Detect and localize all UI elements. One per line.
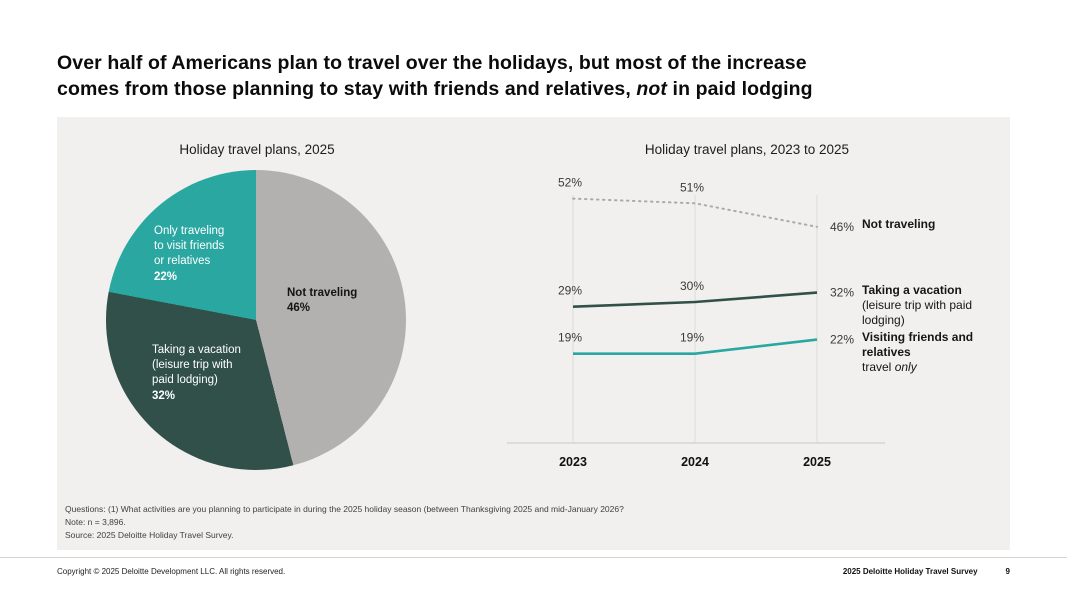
value-label-1-2025: 32% [830, 286, 854, 300]
footnote-questions: Questions: (1) What activities are you p… [65, 504, 624, 514]
line-series-2 [573, 338, 818, 355]
pie-value-not-traveling: 46% [287, 302, 311, 315]
line-series-0 [572, 197, 818, 228]
footer-copyright: Copyright © 2025 Deloitte Development LL… [57, 567, 286, 576]
value-label-0-2023: 52% [558, 177, 582, 190]
page-title-line2-post: in paid lodging [667, 78, 813, 101]
page-title-line2-pre: comes from those planning to stay with f… [57, 78, 637, 101]
value-label-1-2023: 29% [558, 284, 582, 298]
line-chart-title: Holiday travel plans, 2023 to 2025 [644, 142, 850, 157]
pie-label-friends-line2: to visit friends [154, 240, 225, 253]
legend-item-0: Not traveling [862, 217, 1002, 232]
legend-item-2: Visiting friends and relatives travel onl… [862, 330, 1002, 376]
pie-label-not-traveling-line1: Not traveling [287, 287, 358, 299]
value-label-0-2025: 46% [830, 220, 854, 234]
pie-value-vacation: 32% [152, 389, 176, 402]
footer-divider [0, 557, 1067, 558]
x-axis-label-2023: 2023 [559, 455, 587, 469]
footnote-source: Source: 2025 Deloitte Holiday Travel Sur… [65, 529, 234, 540]
pie-label-vacation-line2: (leisure trip with [152, 359, 233, 372]
pie-label-vacation: Taking a vacation (leisure trip with pai… [152, 343, 272, 404]
footer-survey-title: 2025 Deloitte Holiday Travel Survey [842, 567, 978, 576]
legend-label-bold: Not traveling [862, 216, 936, 231]
value-label-0-2024: 51% [680, 180, 704, 194]
pie-chart-title: Holiday travel plans, 2025 [179, 142, 335, 157]
footnote-note: Note: n = 3,896. [65, 516, 126, 527]
footer-right: 2025 Deloitte Holiday Travel Survey 9 [843, 567, 1010, 576]
pie-label-friends-line1: Only traveling [154, 225, 225, 237]
legend-label-rest: travel [862, 360, 895, 375]
x-axis-label-2025: 2025 [803, 455, 831, 469]
pie-chart [106, 170, 406, 470]
page-title-italic-word: not [636, 78, 668, 101]
page-title-line1: Over half of Americans plan to travel ov… [57, 52, 807, 74]
legend-label-rest: (leisure trip with paid lodging) [862, 297, 973, 328]
x-axis-label-2024: 2024 [681, 455, 709, 469]
pie-label-friends: Only traveling to visit friends or relat… [154, 224, 264, 285]
line-chart-svg: 2023 2024 2025 52% 51% 46% 29% 30% 32% 19% 19% 22% [507, 177, 885, 469]
pie-label-vacation-line1: Taking a vacation [152, 344, 241, 356]
legend-label-bold: Visiting friends and relatives [862, 329, 974, 359]
legend-label-bold: Taking a vacation [862, 282, 962, 297]
footnotes: Questions: (1) What activities are you p… [65, 503, 624, 541]
charts-panel: Holiday travel plans, 2025 Holiday trave… [57, 117, 1010, 550]
value-label-2-2025: 22% [830, 333, 854, 347]
value-label-2-2024: 19% [680, 331, 704, 345]
pie-label-vacation-line3: paid lodging) [152, 374, 218, 387]
page-title: Over half of Americans plan to travel ov… [57, 50, 1017, 102]
line-series-1 [572, 291, 818, 308]
footer-page-number: 9 [1005, 567, 1010, 576]
pie-label-friends-line3: or relatives [154, 255, 211, 268]
legend-label-italic: only [894, 360, 917, 375]
value-label-2-2023: 19% [558, 331, 582, 345]
pie-label-not-traveling: Not traveling 46% [287, 286, 397, 316]
legend-item-1: Taking a vacation (leisure trip with paid… [862, 283, 1002, 329]
pie-value-friends: 22% [154, 270, 178, 283]
value-label-1-2024: 30% [680, 279, 704, 293]
